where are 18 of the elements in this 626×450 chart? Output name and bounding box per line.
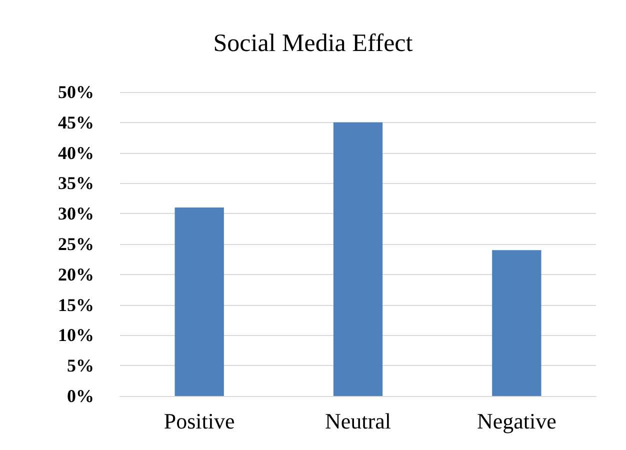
y-tick-label: 25%	[58, 234, 94, 254]
bar	[492, 250, 542, 396]
x-tick-label: Negative	[476, 408, 556, 434]
y-tick-label: 20%	[58, 264, 94, 284]
y-tick-label: 40%	[58, 142, 94, 163]
x-tick-label: Positive	[164, 408, 235, 434]
y-tick-label: 30%	[58, 204, 94, 224]
y-tick-label: 45%	[58, 112, 94, 132]
y-tick-label: 15%	[58, 294, 94, 315]
bar	[174, 208, 224, 396]
x-tick-label: Neutral	[325, 408, 391, 434]
chart-title: Social Media Effect	[213, 30, 413, 57]
y-tick-label: 5%	[67, 356, 94, 376]
y-tick-label: 0%	[67, 386, 94, 406]
y-tick-label: 50%	[58, 82, 94, 102]
bar	[333, 122, 383, 396]
y-tick-label: 10%	[58, 325, 94, 346]
y-tick-label: 35%	[58, 173, 94, 194]
